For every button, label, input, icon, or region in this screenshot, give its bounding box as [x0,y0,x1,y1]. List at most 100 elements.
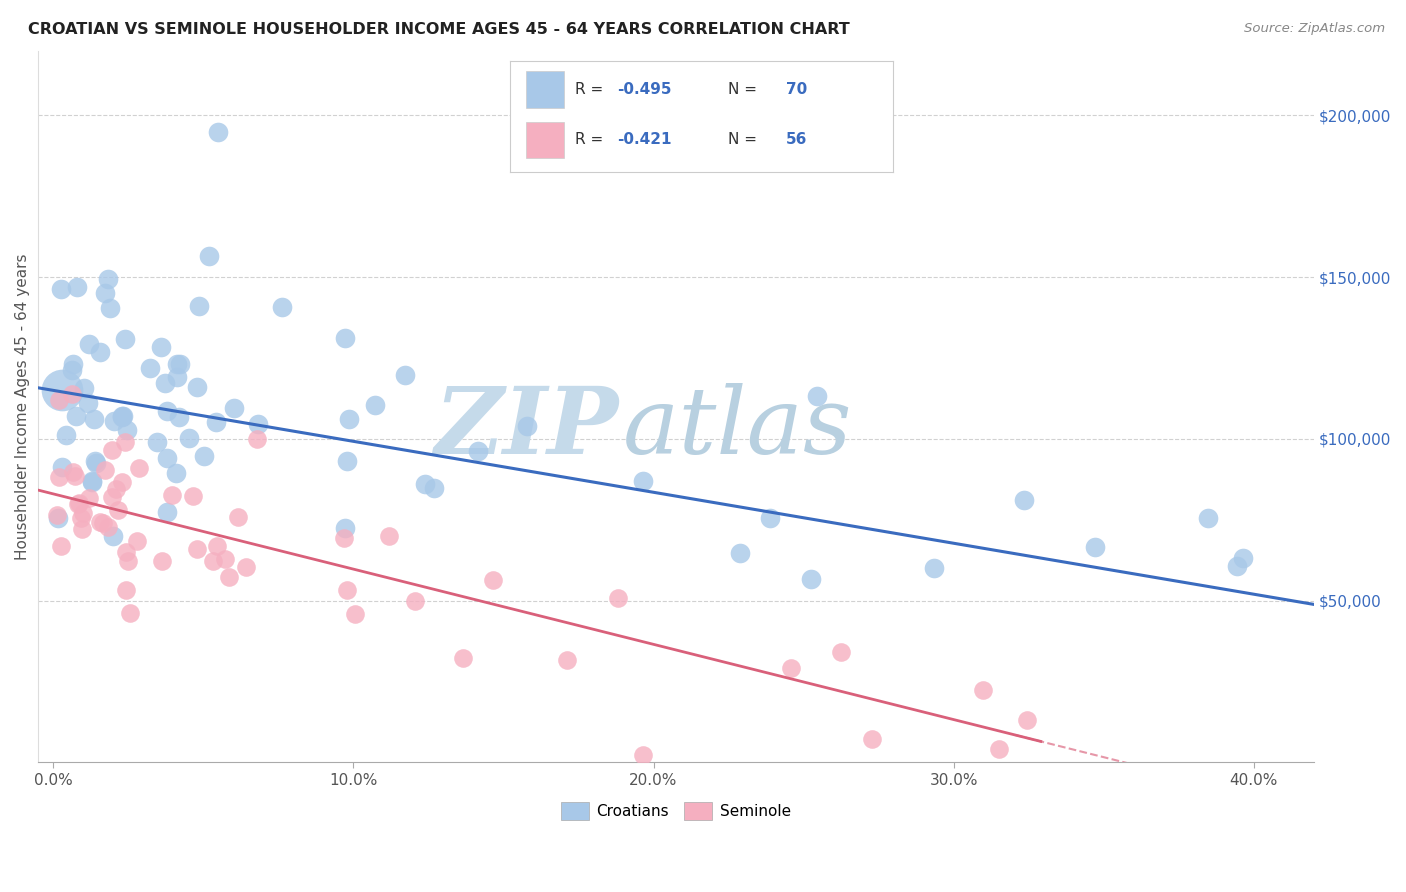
Point [70,511,93,525]
Point [115,545,138,559]
Point [422,481,444,495]
Point [46,510,69,524]
Point [972,682,994,697]
Point [94,463,117,477]
Point [114,332,136,346]
Point [1012,492,1035,507]
Point [160,488,183,502]
Point [335,521,357,535]
Point [104,482,127,496]
Point [1017,713,1039,727]
Point [333,331,356,345]
Point [84,456,107,470]
Point [101,529,124,543]
Point [1197,511,1219,525]
Point [117,554,139,568]
Point [413,477,436,491]
Point [165,466,187,480]
Point [1226,558,1249,573]
Point [103,414,125,428]
Point [271,300,294,314]
Y-axis label: Householder Income Ages 45 - 64 years: Householder Income Ages 45 - 64 years [15,253,30,560]
Point [631,474,654,488]
Point [336,454,359,468]
Point [336,582,359,597]
Point [67,496,90,510]
Point [91,516,114,530]
Point [146,434,169,449]
Point [48,469,70,483]
Point [214,552,236,566]
Point [77,396,100,410]
Point [65,409,87,423]
Point [156,505,179,519]
Point [115,423,138,437]
Point [728,546,751,560]
Point [83,411,105,425]
Point [66,280,89,294]
Point [247,417,270,431]
Point [467,444,489,458]
Point [101,491,124,505]
Point [128,460,150,475]
Point [806,389,828,403]
Point [77,491,100,505]
Point [48,392,70,407]
Point [222,401,245,415]
Point [167,410,190,425]
Point [114,434,136,449]
Point [111,475,134,489]
Point [1084,540,1107,554]
Point [63,468,86,483]
Point [169,357,191,371]
Point [235,560,257,574]
Point [988,741,1011,756]
Point [166,369,188,384]
Point [394,368,416,382]
Point [246,432,269,446]
Point [82,475,104,489]
Point [780,661,803,675]
Point [198,249,221,263]
Point [451,651,474,665]
Point [631,747,654,762]
Point [333,531,356,545]
Point [150,340,173,354]
Point [111,410,134,425]
Point [150,554,173,568]
Point [49,282,72,296]
Point [101,442,124,457]
Text: CROATIAN VS SEMINOLE HOUSEHOLDER INCOME AGES 45 - 64 YEARS CORRELATION CHART: CROATIAN VS SEMINOLE HOUSEHOLDER INCOME … [28,22,849,37]
Point [377,529,399,543]
Point [205,539,228,553]
Point [127,534,149,549]
Text: atlas: atlas [623,383,852,473]
Point [155,376,177,390]
Point [72,507,94,521]
Point [830,644,852,658]
Text: ZIP: ZIP [434,383,619,473]
Point [186,542,208,557]
Point [181,489,204,503]
Point [607,591,630,605]
Point [97,520,120,534]
Point [70,522,93,536]
Point [118,606,141,620]
Text: Source: ZipAtlas.com: Source: ZipAtlas.com [1244,22,1385,36]
Point [187,299,209,313]
Point [205,415,228,429]
Point [94,285,117,300]
Point [139,360,162,375]
Point [226,509,249,524]
Point [51,384,73,398]
Point [97,272,120,286]
Point [49,540,72,554]
Point [66,497,89,511]
Point [111,409,134,423]
Point [800,572,823,586]
Point [186,380,208,394]
Point [55,427,77,442]
Legend: Croatians, Seminole: Croatians, Seminole [555,796,797,826]
Point [218,570,240,584]
Point [156,403,179,417]
